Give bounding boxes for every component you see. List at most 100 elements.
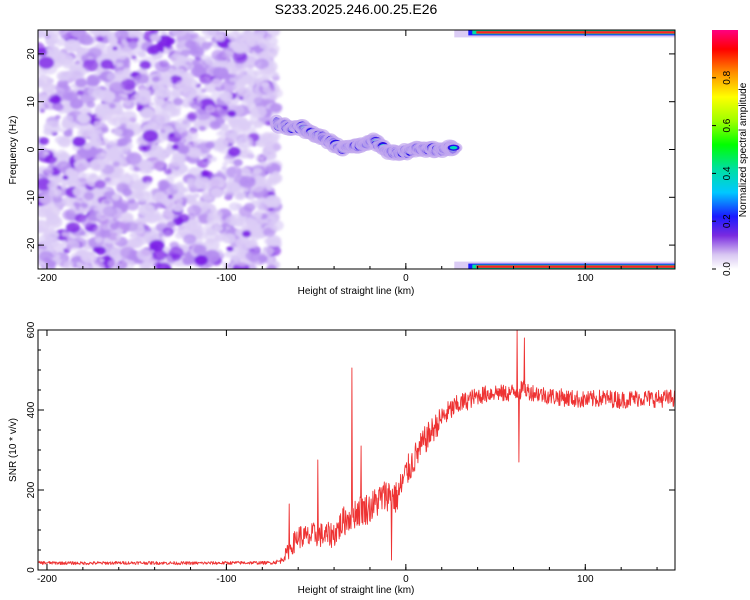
noise-blob	[160, 197, 171, 205]
noise-blob	[228, 117, 240, 127]
noise-blob	[269, 219, 284, 232]
noise-blob	[108, 140, 115, 145]
noise-blob	[172, 151, 185, 162]
noise-region	[38, 30, 284, 269]
noise-blob	[167, 142, 173, 148]
noise-blob	[238, 206, 253, 217]
noise-blob	[254, 197, 272, 211]
noise-blob	[168, 246, 184, 259]
noise-blob	[55, 38, 66, 47]
colorbar-tick-label: 0.4	[722, 166, 733, 180]
noise-blob	[38, 234, 54, 246]
noise-blob	[149, 102, 155, 107]
noise-blob	[139, 60, 152, 70]
noise-blob	[65, 222, 81, 234]
noise-blob	[214, 137, 229, 149]
y-tick-label: -10	[26, 190, 37, 205]
noise-blob	[262, 246, 274, 256]
noise-blob	[108, 103, 116, 109]
noise-blob	[245, 86, 254, 93]
noise-blob	[121, 46, 133, 55]
noise-blob	[212, 66, 229, 79]
noise-blob	[222, 233, 236, 244]
noise-blob	[135, 73, 150, 85]
noise-blob	[107, 259, 120, 269]
noise-blob	[112, 46, 118, 51]
noise-blob	[229, 202, 241, 212]
y-tick-label: 10	[26, 96, 37, 108]
noise-blob	[106, 72, 119, 82]
noise-blob	[115, 234, 122, 240]
noise-blob	[94, 237, 103, 243]
noise-blob	[199, 73, 213, 85]
noise-blob	[177, 213, 190, 223]
noise-blob	[251, 126, 257, 131]
noise-blob	[133, 166, 140, 172]
y-tick-label: 20	[26, 48, 37, 60]
noise-blob	[98, 30, 111, 36]
noise-blob	[256, 228, 266, 235]
noise-blob	[195, 35, 206, 44]
noise-blob	[63, 260, 75, 269]
noise-blob	[93, 120, 102, 127]
noise-blob	[38, 137, 50, 146]
noise-blob	[185, 64, 191, 69]
noise-blob	[56, 71, 70, 82]
noise-blob	[173, 97, 184, 106]
noise-blob	[245, 62, 255, 70]
noise-blob	[39, 108, 45, 113]
noise-blob	[122, 188, 133, 197]
noise-blob	[38, 208, 50, 218]
noise-blob	[233, 73, 250, 86]
noise-blob	[129, 173, 140, 181]
noise-blob	[135, 191, 145, 199]
noise-blob	[142, 129, 159, 143]
noise-blob	[86, 80, 95, 87]
noise-blob	[102, 205, 118, 217]
noise-blob	[262, 132, 273, 140]
noise-blob	[258, 155, 265, 161]
noise-blob	[256, 224, 262, 230]
noise-blob	[167, 194, 174, 200]
noise-blob	[135, 217, 147, 226]
noise-blob	[254, 175, 264, 182]
noise-blob	[95, 42, 105, 50]
noise-blob	[222, 162, 228, 167]
noise-blob	[140, 107, 155, 119]
noise-blob	[159, 180, 169, 188]
noise-blob	[82, 59, 99, 72]
noise-blob	[154, 60, 171, 73]
noise-blob	[219, 91, 233, 102]
noise-blob	[196, 63, 204, 69]
noise-blob	[232, 51, 248, 64]
noise-blob	[116, 61, 124, 68]
noise-blob	[88, 47, 102, 58]
noise-blob	[234, 191, 246, 201]
noise-blob	[193, 193, 200, 199]
noise-blob	[202, 55, 212, 63]
x-tick-label: -100	[216, 273, 236, 284]
noise-blob	[187, 147, 202, 159]
noise-blob	[267, 172, 283, 184]
noise-blob	[254, 246, 261, 252]
noise-blob	[54, 135, 66, 144]
noise-blob	[76, 90, 84, 96]
noise-blob	[102, 147, 108, 152]
noise-blob	[38, 225, 45, 234]
noise-blob	[125, 152, 142, 165]
noise-blob	[192, 124, 200, 130]
noise-blob	[124, 221, 138, 232]
noise-blob	[219, 128, 230, 137]
noise-blob	[65, 239, 80, 252]
noise-blob	[264, 141, 275, 149]
noise-blob	[189, 93, 195, 99]
noise-blob	[125, 238, 140, 249]
noise-blob	[226, 181, 241, 193]
noise-blob	[186, 197, 198, 206]
noise-blob	[131, 55, 137, 60]
noise-blob	[147, 212, 161, 223]
noise-blob	[61, 231, 68, 237]
noise-blob	[129, 182, 140, 190]
noise-blob	[120, 78, 136, 91]
noise-blob	[177, 145, 190, 155]
